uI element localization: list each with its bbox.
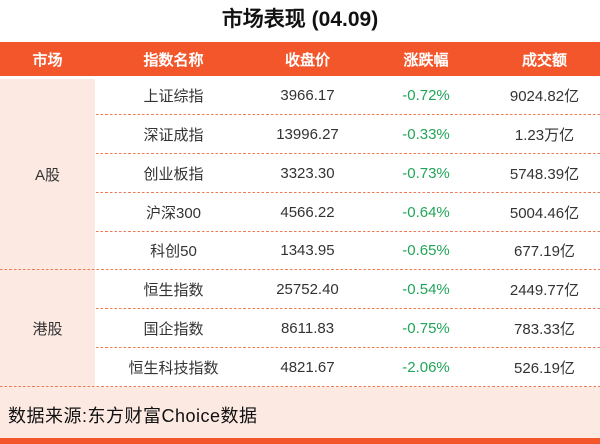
table-body: A股 上证综指 3966.17 -0.72% 9024.82亿深证成指 13996.27 -… bbox=[0, 76, 600, 387]
table-row: 沪深300 4566.22 -0.64% 5004.46亿 bbox=[95, 193, 600, 232]
index-name: 深证成指 bbox=[143, 126, 204, 144]
close-price: 13996.27 bbox=[276, 125, 339, 143]
change-percent: -0.54% bbox=[402, 281, 450, 299]
index-name: 恒生科技指数 bbox=[128, 360, 219, 378]
close-price: 3966.17 bbox=[280, 86, 335, 104]
turnover: 5748.39亿 bbox=[509, 165, 580, 183]
turnover: 677.19亿 bbox=[514, 243, 575, 261]
index-name: 国企指数 bbox=[143, 321, 204, 339]
market-group-0: A股 上证综指 3966.17 -0.72% 9024.82亿深证成指 13996.27 -… bbox=[0, 76, 600, 271]
table-row: 深证成指 13996.27 -0.33% 1.23万亿 bbox=[95, 115, 600, 154]
index-name: 创业板指 bbox=[143, 165, 204, 183]
close-price: 3323.30 bbox=[280, 164, 335, 182]
close-price: 1343.95 bbox=[280, 242, 335, 260]
table-row: 恒生科技指数 4821.67 -2.06% 526.19亿 bbox=[95, 348, 600, 387]
rows-1: 恒生指数 25752.40 -0.54% 2449.77亿国企指数 8611.83 -0.… bbox=[95, 270, 600, 387]
rows-0: 上证综指 3966.17 -0.72% 9024.82亿深证成指 13996.27 -0.… bbox=[95, 76, 600, 270]
index-name: 科创50 bbox=[150, 243, 197, 261]
change-percent: -0.75% bbox=[402, 320, 450, 338]
change-percent: -0.64% bbox=[402, 203, 450, 221]
table-row: 国企指数 8611.83 -0.75% 783.33亿 bbox=[95, 309, 600, 349]
table-header-row: 市场 指数名称 收盘价 涨跌幅 成交额 bbox=[0, 42, 600, 76]
column-header-3: 涨跌幅 bbox=[403, 51, 449, 69]
column-header-0: 市场 bbox=[32, 51, 63, 69]
column-header-2: 收盘价 bbox=[284, 51, 330, 69]
table-row: 上证综指 3966.17 -0.72% 9024.82亿 bbox=[95, 76, 600, 115]
index-name: 上证综指 bbox=[143, 87, 204, 105]
data-source-note: 数据来源:东方财富Choice数据 bbox=[0, 387, 600, 438]
column-header-1: 指数名称 bbox=[143, 51, 204, 69]
change-percent: -2.06% bbox=[402, 359, 450, 377]
index-name: 恒生指数 bbox=[143, 282, 204, 300]
change-percent: -0.73% bbox=[402, 164, 450, 182]
table-row: 创业板指 3323.30 -0.73% 5748.39亿 bbox=[95, 154, 600, 193]
close-price: 4566.22 bbox=[280, 203, 335, 221]
change-percent: -0.33% bbox=[402, 125, 450, 143]
turnover: 9024.82亿 bbox=[509, 87, 580, 105]
close-price: 4821.67 bbox=[280, 359, 335, 377]
market-label: A股 bbox=[0, 76, 95, 271]
table-row: 科创50 1343.95 -0.65% 677.19亿 bbox=[95, 232, 600, 271]
close-price: 25752.40 bbox=[276, 281, 339, 299]
column-header-4: 成交额 bbox=[521, 51, 567, 69]
bottom-accent-bar bbox=[0, 438, 600, 444]
market-group-1: 港股 恒生指数 25752.40 -0.54% 2449.77亿国企指数 8611.83 -… bbox=[0, 270, 600, 387]
turnover: 5004.46亿 bbox=[509, 204, 580, 222]
table-row: 恒生指数 25752.40 -0.54% 2449.77亿 bbox=[95, 270, 600, 310]
turnover: 1.23万亿 bbox=[514, 126, 575, 144]
index-name: 沪深300 bbox=[145, 204, 202, 222]
page-title: 市场表现 (04.09) bbox=[221, 8, 379, 31]
turnover: 2449.77亿 bbox=[509, 282, 580, 300]
change-percent: -0.65% bbox=[402, 242, 450, 260]
turnover: 526.19亿 bbox=[514, 360, 575, 378]
close-price: 8611.83 bbox=[280, 320, 335, 338]
turnover: 783.33亿 bbox=[514, 321, 575, 339]
change-percent: -0.72% bbox=[402, 86, 450, 104]
market-label: 港股 bbox=[0, 270, 95, 387]
